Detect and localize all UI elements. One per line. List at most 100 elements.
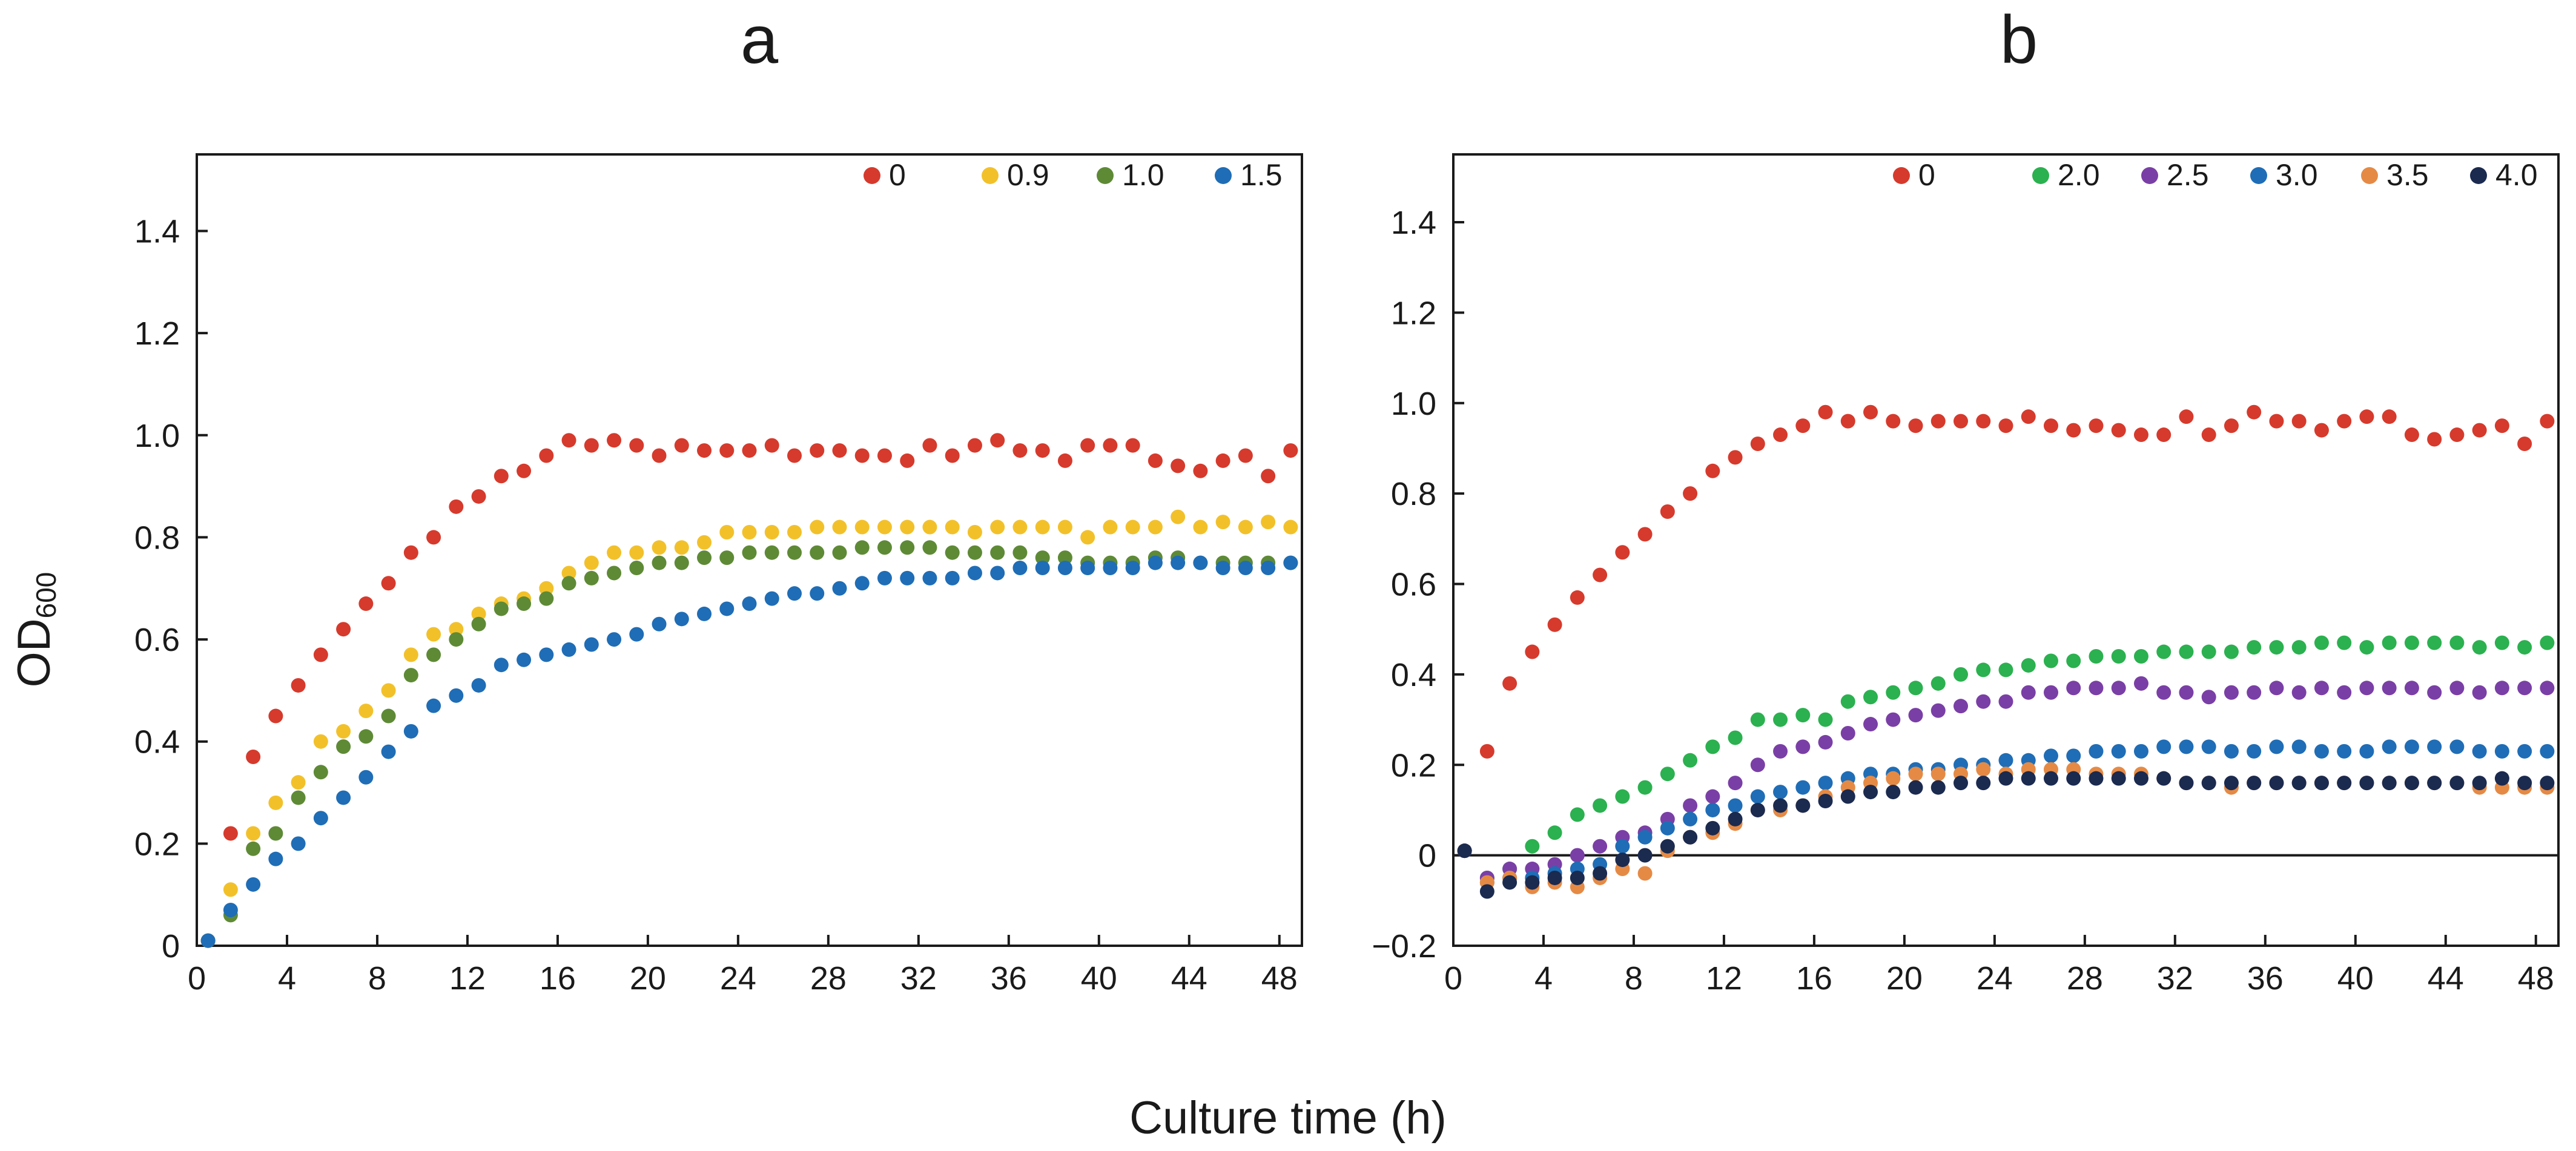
y-tick-label: −0.2 [1372,928,1436,965]
data-point [697,607,712,621]
data-point [2179,685,2193,700]
data-point [2112,649,2126,664]
y-tick-label: 0.4 [1391,657,1436,693]
data-point [2044,685,2058,700]
data-point [2449,776,2464,790]
data-point [607,433,621,447]
data-point [1886,414,1900,429]
data-point [990,566,1005,580]
data-point [1705,790,1720,804]
legend-marker [2361,167,2378,184]
data-point [1103,438,1117,453]
data-point [2269,640,2284,655]
data-point [1705,739,1720,754]
legend-label: 1.0 [1122,158,1164,192]
data-point [494,469,509,483]
data-point [494,601,509,616]
data-point [1502,676,1517,691]
data-point [1148,520,1163,535]
y-tick-label: 0.8 [134,519,180,556]
y-axis-label-main: OD [8,618,60,687]
data-point [2382,776,2397,790]
data-point [675,612,689,626]
data-point [2314,681,2329,695]
data-point [2247,405,2261,420]
data-point [1863,717,1878,731]
data-point [1863,405,1878,420]
data-point [607,632,621,647]
legend-marker [2470,167,2487,184]
y-tick-label: 0.4 [134,724,180,760]
data-point [2202,776,2216,790]
data-point [1795,739,1810,754]
data-point [1058,520,1072,535]
data-point [268,796,283,810]
data-point [246,842,260,856]
data-point [1660,767,1675,781]
data-point [742,525,757,539]
data-point [2292,685,2307,700]
data-point [2359,744,2374,759]
data-point [1976,776,1990,790]
legend-item: 0 [1893,158,1935,192]
series-0 [201,433,1298,948]
data-point [2224,744,2239,759]
data-point [832,546,847,560]
x-tick-label: 8 [1625,960,1643,997]
data-point [787,525,802,539]
data-point [675,556,689,570]
x-tick-label: 8 [368,960,386,997]
data-point [2495,418,2509,433]
x-tick-label: 40 [2337,960,2374,997]
data-point [1683,830,1697,845]
data-point [2427,636,2442,650]
x-tick-label: 28 [810,960,847,997]
data-point [968,525,982,539]
data-point [2517,640,2532,655]
data-point [1593,568,1607,582]
data-point [1931,780,1946,795]
data-point [2359,776,2374,790]
legend-item: 0.9 [982,158,1049,192]
data-point [2495,636,2509,650]
data-point [291,678,306,693]
data-point [968,546,982,560]
data-point [629,438,644,453]
data-point [1773,785,1788,799]
x-tick-label: 40 [1081,960,1117,997]
panel-b: 0 4 8 12 16 20 24 28 32 36 40 44 48−0.200.20.40.60.8… [1372,154,2558,997]
figure: a b OD600 Culture time (h) 0 4 8 12 16 20 24 28… [0,0,2576,1151]
y-tick-label: 0.6 [134,622,180,658]
data-point [1976,414,1990,429]
data-point [1751,713,1765,727]
data-point [1058,561,1072,575]
data-point [2044,418,2058,433]
data-point [1751,757,1765,772]
data-point [810,443,824,458]
x-axis-label: Culture time (h) [1129,1092,1447,1144]
legend: 0 2.0 2.5 3.0 3.5 4.0 [1893,158,2538,192]
data-point [291,790,306,805]
legend-marker [2141,167,2158,184]
data-point [2292,776,2307,790]
data-point [1773,427,1788,442]
data-point [1795,798,1810,813]
data-point [494,658,509,672]
x-tick-label: 32 [900,960,937,997]
data-point [1283,520,1298,535]
data-point [404,668,418,682]
data-point [268,709,283,724]
data-point [900,453,914,468]
data-point [1593,798,1607,813]
data-point [810,520,824,535]
data-point [945,571,960,585]
data-point [2156,771,2171,786]
data-point [2134,427,2148,442]
data-point [629,627,644,642]
data-point [2359,409,2374,424]
data-point [652,556,667,570]
data-point [2156,427,2171,442]
data-point [1148,556,1163,570]
data-point [2517,681,2532,695]
data-point [404,724,418,739]
